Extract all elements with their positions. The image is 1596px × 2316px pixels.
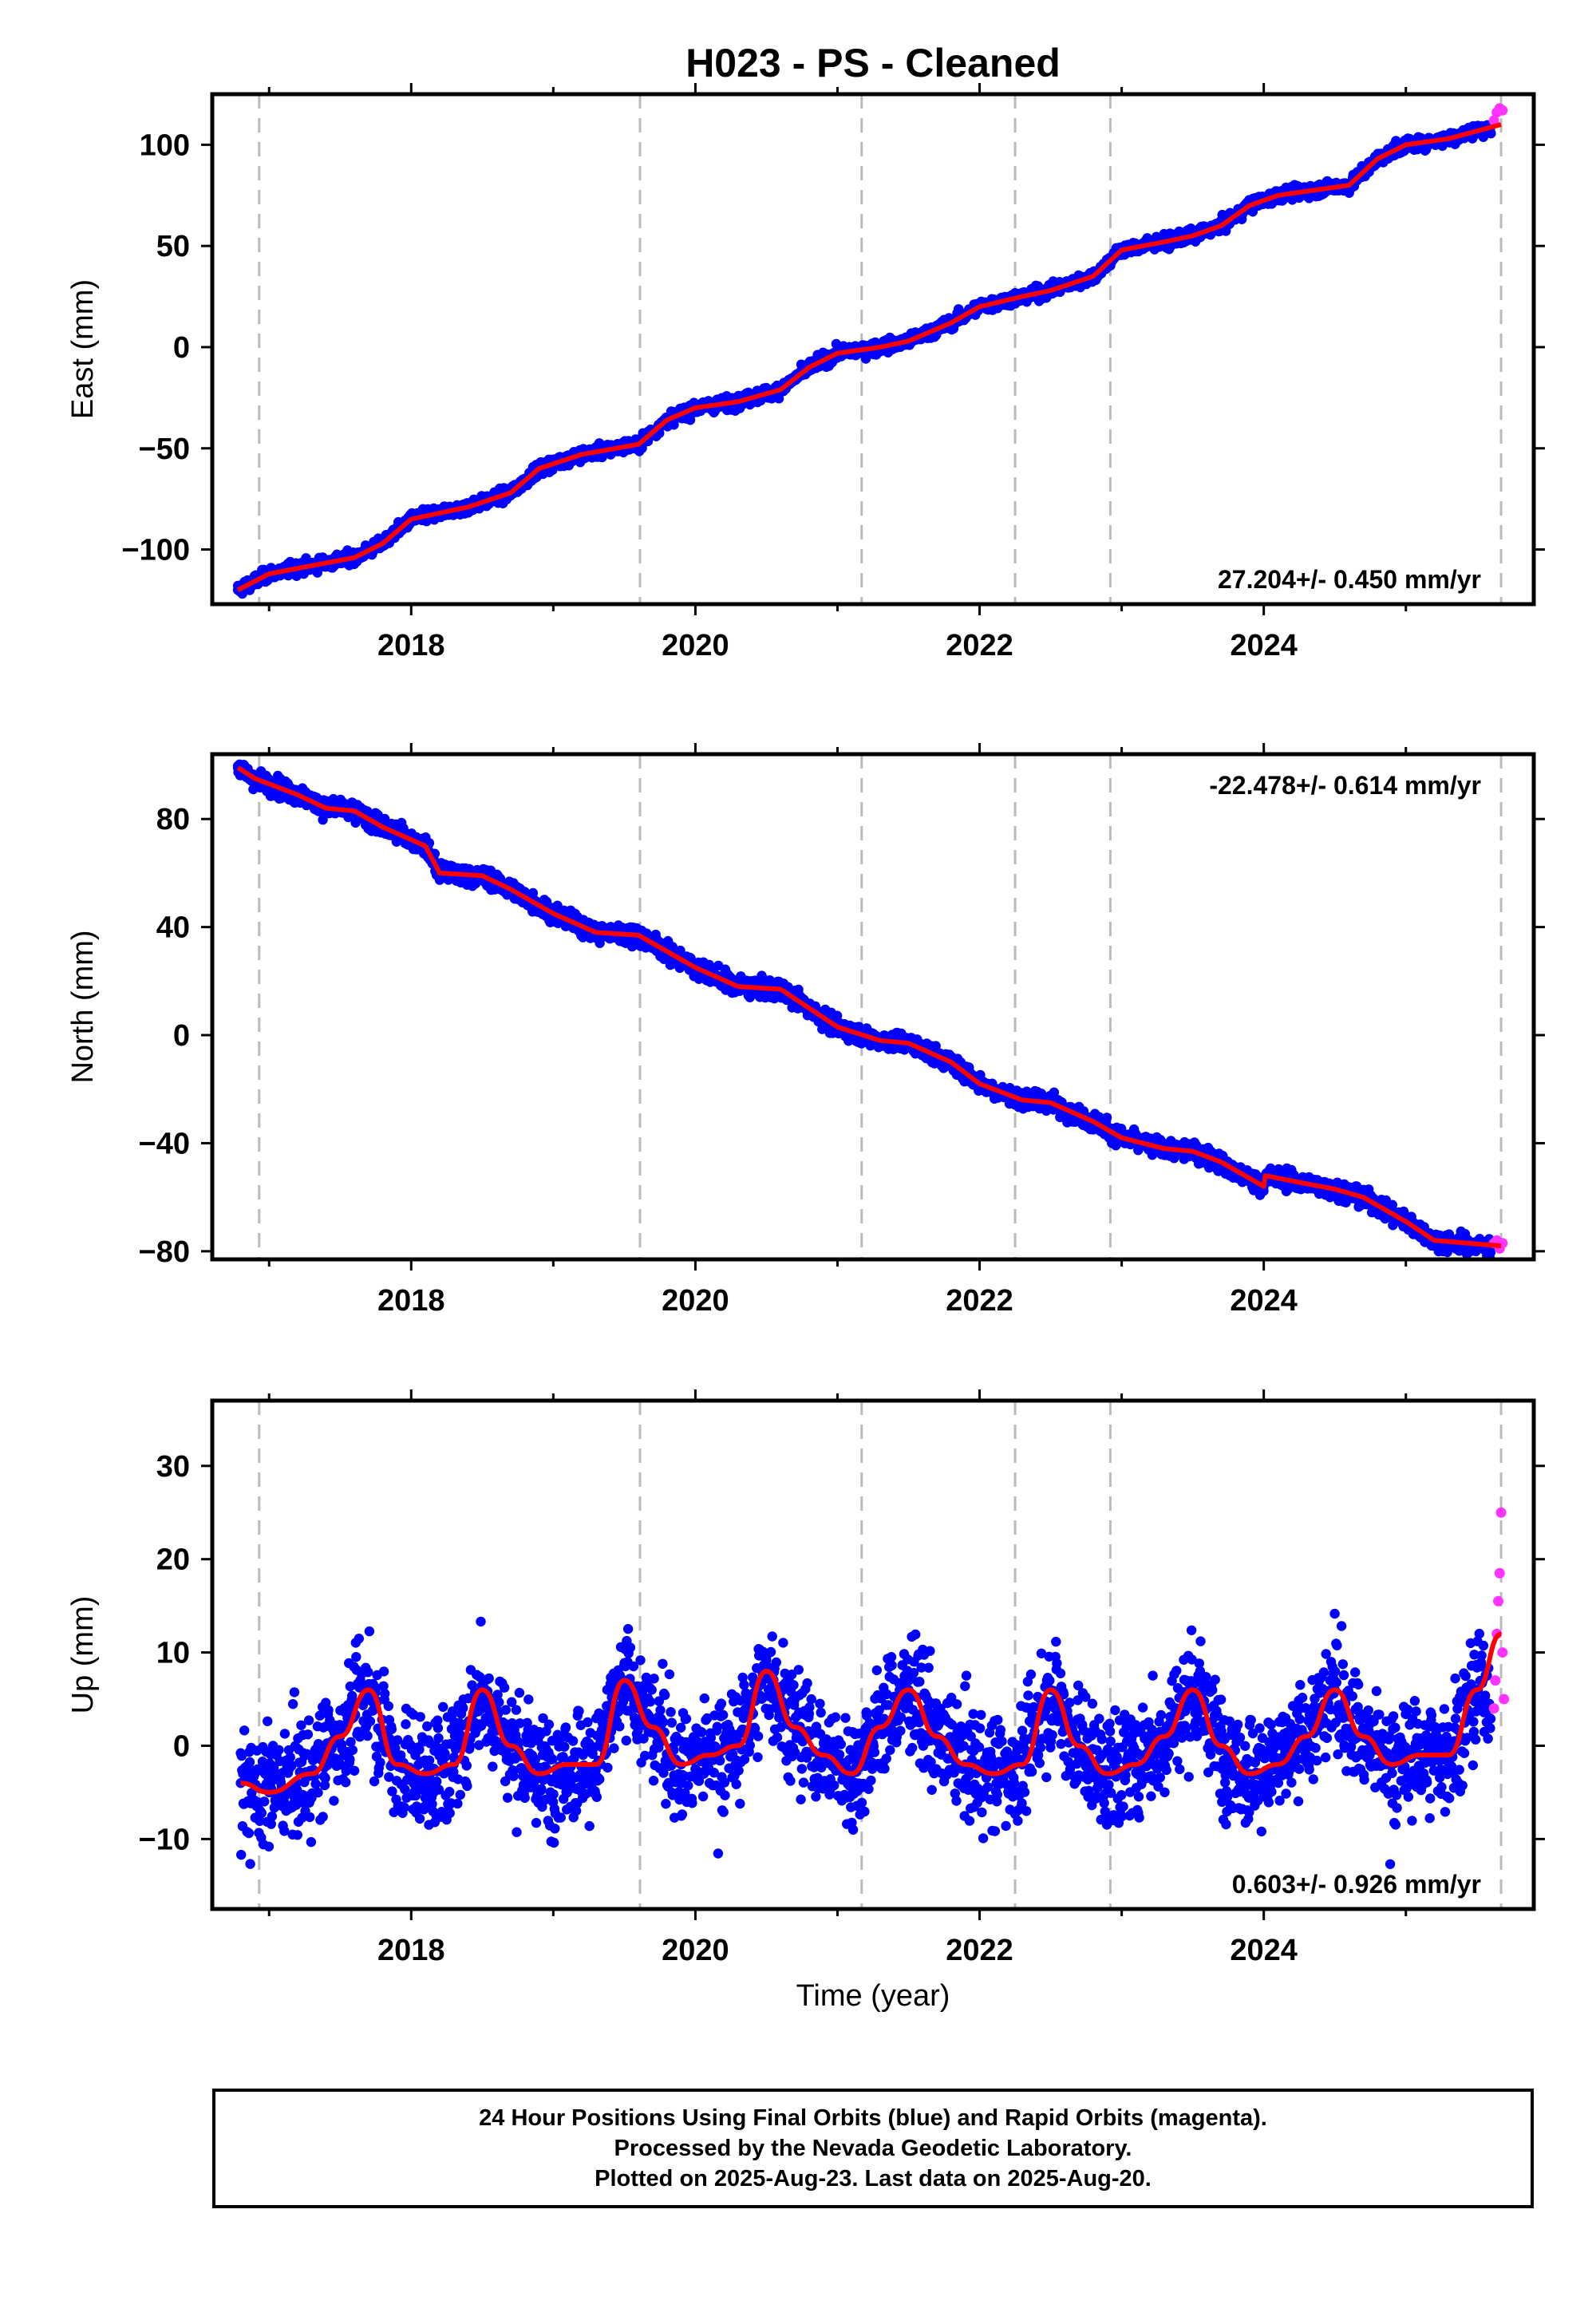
final-orbit-point — [1049, 1087, 1060, 1098]
y-tick-label: 100 — [140, 128, 190, 162]
x-tick-label: 2018 — [377, 629, 445, 662]
y-tick-label: 0 — [173, 331, 190, 365]
y-tick-label: −100 — [121, 534, 190, 567]
y-tick-label: −50 — [139, 433, 190, 466]
x-tick-label: 2020 — [662, 629, 729, 662]
y-tick-label: 50 — [156, 230, 190, 263]
x-tick-label: 2024 — [1230, 629, 1298, 662]
chart-panels: 2018 2020 2022 2024 −100 −50 0 50 100 East (mm) 27… — [66, 83, 1545, 1967]
chart-panel-east: 2018 2020 2022 2024 −100 −50 0 50 100 East (mm) 27… — [66, 83, 1545, 662]
rapid-orbit-point — [1497, 105, 1508, 116]
final-orbit-point — [1101, 1113, 1112, 1123]
final-orbit-point — [832, 1010, 843, 1021]
rapid-orbit-point — [1488, 115, 1499, 126]
final-orbit-point — [1486, 128, 1496, 139]
rate-label: 27.204+/- 0.450 mm/yr — [1218, 565, 1481, 594]
x-tick-label: 2022 — [946, 629, 1013, 662]
figure-title: H023 - PS - Cleaned — [685, 41, 1061, 85]
model-fit-line — [236, 122, 1502, 592]
plot-frame — [210, 92, 1536, 607]
y-axis-label: East (mm) — [66, 279, 100, 419]
